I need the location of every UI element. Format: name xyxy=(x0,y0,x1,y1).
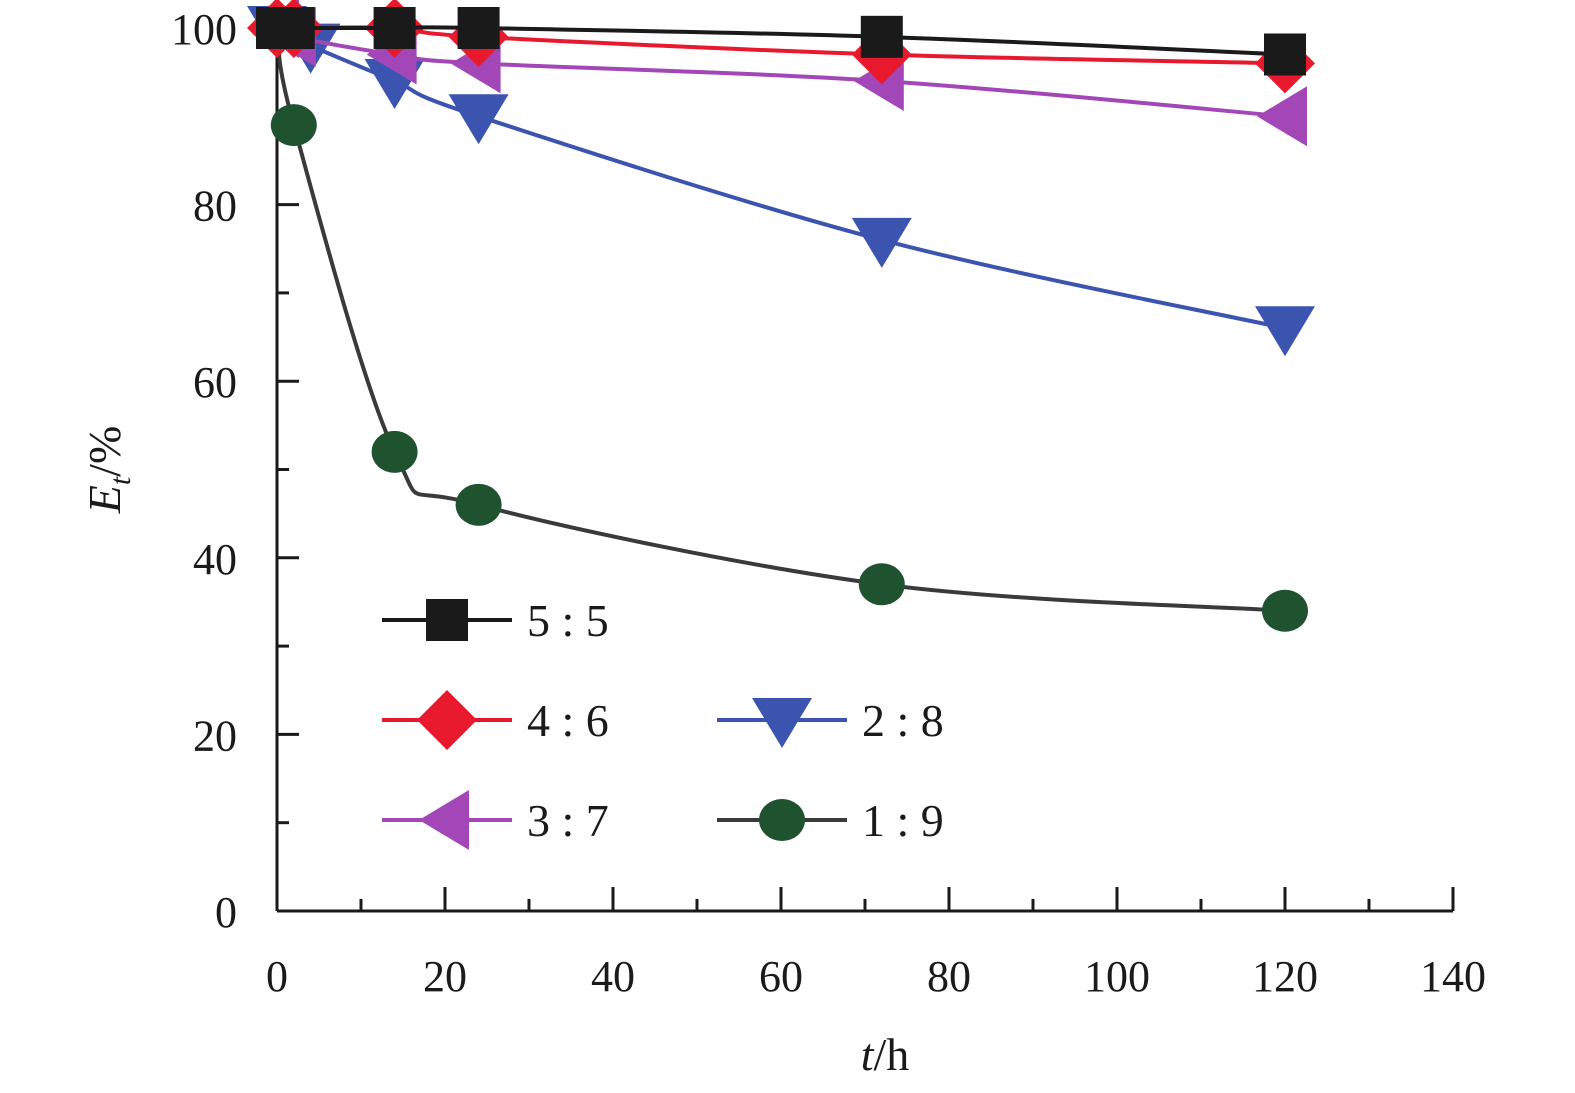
legend-label: 5 : 5 xyxy=(527,595,609,646)
data-point xyxy=(1262,589,1308,632)
data-point xyxy=(851,217,912,268)
y-tick-label: 0 xyxy=(215,888,237,937)
series xyxy=(254,7,1308,632)
x-tick-label: 60 xyxy=(759,952,803,1001)
x-tick-label: 140 xyxy=(1420,952,1486,1001)
data-point xyxy=(270,104,317,147)
y-axis-label: Et/% xyxy=(79,426,137,515)
legend-label: 3 : 7 xyxy=(527,795,609,846)
x-tick-label: 120 xyxy=(1252,952,1318,1001)
x-axis-label: t/h xyxy=(861,1029,910,1080)
legend: 5 : 5 4 : 6 2 : 8 3 : 7 1 : 9 xyxy=(382,595,944,850)
data-point xyxy=(455,483,502,526)
data-point xyxy=(1255,306,1315,357)
data-point xyxy=(272,7,315,49)
legend-marker xyxy=(426,599,468,641)
legend-entry: 3 : 7 xyxy=(382,790,609,850)
y-axis-label-subscript: t xyxy=(104,476,137,485)
series xyxy=(256,7,1306,76)
legend-entry: 2 : 8 xyxy=(717,695,944,748)
plot-area xyxy=(247,0,1315,632)
data-point xyxy=(1264,33,1306,76)
data-point xyxy=(1257,86,1307,147)
y-tick-label: 40 xyxy=(193,535,237,584)
x-tick-label: 40 xyxy=(591,952,635,1001)
series-line xyxy=(275,27,1286,613)
y-axis-label-unit: /% xyxy=(79,426,130,477)
y-tick-label: 20 xyxy=(193,711,237,760)
legend-marker xyxy=(759,799,805,841)
data-point xyxy=(860,15,903,58)
legend-label: 2 : 8 xyxy=(862,695,944,746)
legend-entry: 4 : 6 xyxy=(382,690,609,750)
y-axis-label-variable: E xyxy=(79,485,130,514)
legend-entry: 5 : 5 xyxy=(382,595,609,646)
series-line xyxy=(276,26,1286,331)
axes: 0 20 40 60 80 100 120 140 0 20 40 60 80 100 xyxy=(171,5,1486,1001)
x-tick-label: 0 xyxy=(266,952,288,1001)
x-tick-label: 100 xyxy=(1084,952,1150,1001)
legend-marker xyxy=(752,698,812,748)
legend-entry: 1 : 9 xyxy=(717,795,944,846)
x-axis-label-variable: t xyxy=(861,1029,875,1080)
x-axis-label-unit: /h xyxy=(874,1029,910,1080)
data-point xyxy=(858,563,905,606)
series-line xyxy=(275,26,1286,119)
y-tick-label: 100 xyxy=(171,5,237,54)
data-point xyxy=(373,7,416,49)
data-point xyxy=(448,94,509,145)
data-point xyxy=(371,430,418,473)
legend-label: 4 : 6 xyxy=(527,695,609,746)
x-tick-label: 80 xyxy=(927,952,971,1001)
y-tick-label: 60 xyxy=(193,358,237,407)
legend-marker xyxy=(417,690,477,750)
y-tick-label: 80 xyxy=(193,182,237,231)
legend-marker xyxy=(419,790,469,850)
legend-label: 1 : 9 xyxy=(862,795,944,846)
x-tick-label: 20 xyxy=(423,952,467,1001)
data-point xyxy=(457,7,500,49)
